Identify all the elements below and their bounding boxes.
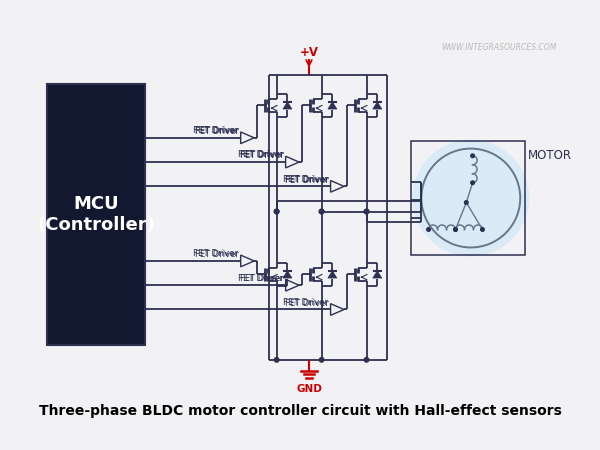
Circle shape (454, 228, 457, 231)
Circle shape (319, 209, 324, 214)
Circle shape (454, 228, 457, 231)
Circle shape (471, 154, 475, 157)
Text: FET Driver: FET Driver (240, 274, 284, 284)
Text: GND: GND (296, 384, 322, 394)
Text: FET Driver: FET Driver (240, 150, 284, 159)
Circle shape (274, 358, 279, 362)
Circle shape (481, 228, 484, 231)
Polygon shape (328, 271, 337, 278)
Circle shape (427, 228, 430, 231)
Text: FET Driver: FET Driver (193, 249, 238, 258)
Text: FET Driver: FET Driver (285, 175, 329, 184)
Polygon shape (283, 271, 292, 278)
Text: MOTOR: MOTOR (527, 149, 571, 162)
Circle shape (464, 201, 468, 204)
FancyBboxPatch shape (47, 84, 145, 345)
Text: FET Driver: FET Driver (195, 126, 239, 135)
Polygon shape (373, 102, 382, 109)
Polygon shape (283, 102, 292, 109)
Circle shape (274, 209, 279, 214)
Text: FET Driver: FET Driver (193, 126, 238, 135)
Polygon shape (373, 271, 382, 278)
Circle shape (412, 140, 529, 256)
Circle shape (274, 209, 279, 214)
Text: FET Driver: FET Driver (195, 250, 239, 259)
Text: +V: +V (299, 46, 319, 58)
Text: FET Driver: FET Driver (238, 150, 283, 159)
Text: FET Driver: FET Driver (285, 299, 329, 308)
Text: MCU
(Controller): MCU (Controller) (37, 195, 155, 234)
Text: FET Driver: FET Driver (285, 176, 329, 184)
Circle shape (364, 209, 369, 214)
Text: FET Driver: FET Driver (238, 274, 283, 283)
Text: WWW.INTEGRASOURCES.COM: WWW.INTEGRASOURCES.COM (441, 42, 556, 51)
Circle shape (364, 209, 369, 214)
Text: Three-phase BLDC motor controller circuit with Hall-effect sensors: Three-phase BLDC motor controller circui… (38, 404, 562, 418)
Circle shape (471, 181, 475, 184)
Text: FET Driver: FET Driver (195, 127, 239, 136)
Circle shape (319, 209, 324, 214)
Circle shape (319, 358, 324, 362)
Text: FET Driver: FET Driver (240, 151, 284, 160)
Text: FET Driver: FET Driver (283, 298, 328, 307)
Polygon shape (328, 102, 337, 109)
Text: FET Driver: FET Driver (283, 175, 328, 184)
Circle shape (364, 358, 369, 362)
